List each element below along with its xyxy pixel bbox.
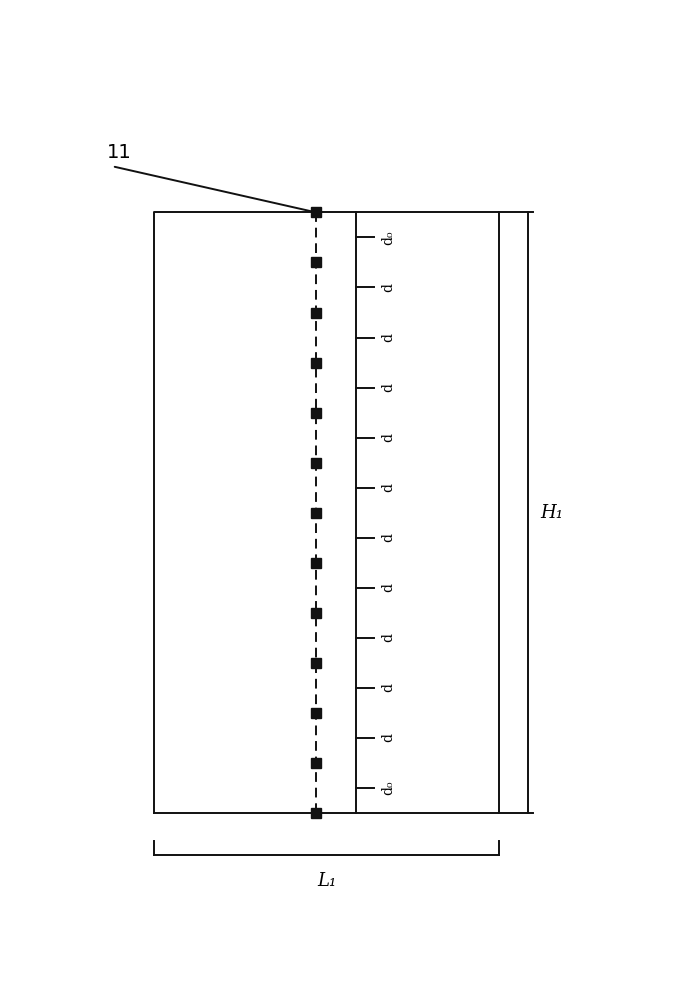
Text: d₀: d₀ [381, 230, 395, 245]
Text: d: d [381, 683, 395, 692]
Text: d: d [381, 533, 395, 542]
Text: d: d [381, 433, 395, 442]
Text: d: d [381, 483, 395, 492]
Text: d: d [381, 333, 395, 342]
Text: d: d [381, 283, 395, 292]
Text: d₀: d₀ [381, 781, 395, 795]
Text: d: d [381, 733, 395, 742]
Text: H₁: H₁ [540, 504, 563, 522]
Text: d: d [381, 383, 395, 392]
Text: L₁: L₁ [317, 872, 337, 890]
Text: d: d [381, 633, 395, 642]
Text: 11: 11 [107, 143, 131, 162]
Text: d: d [381, 583, 395, 592]
